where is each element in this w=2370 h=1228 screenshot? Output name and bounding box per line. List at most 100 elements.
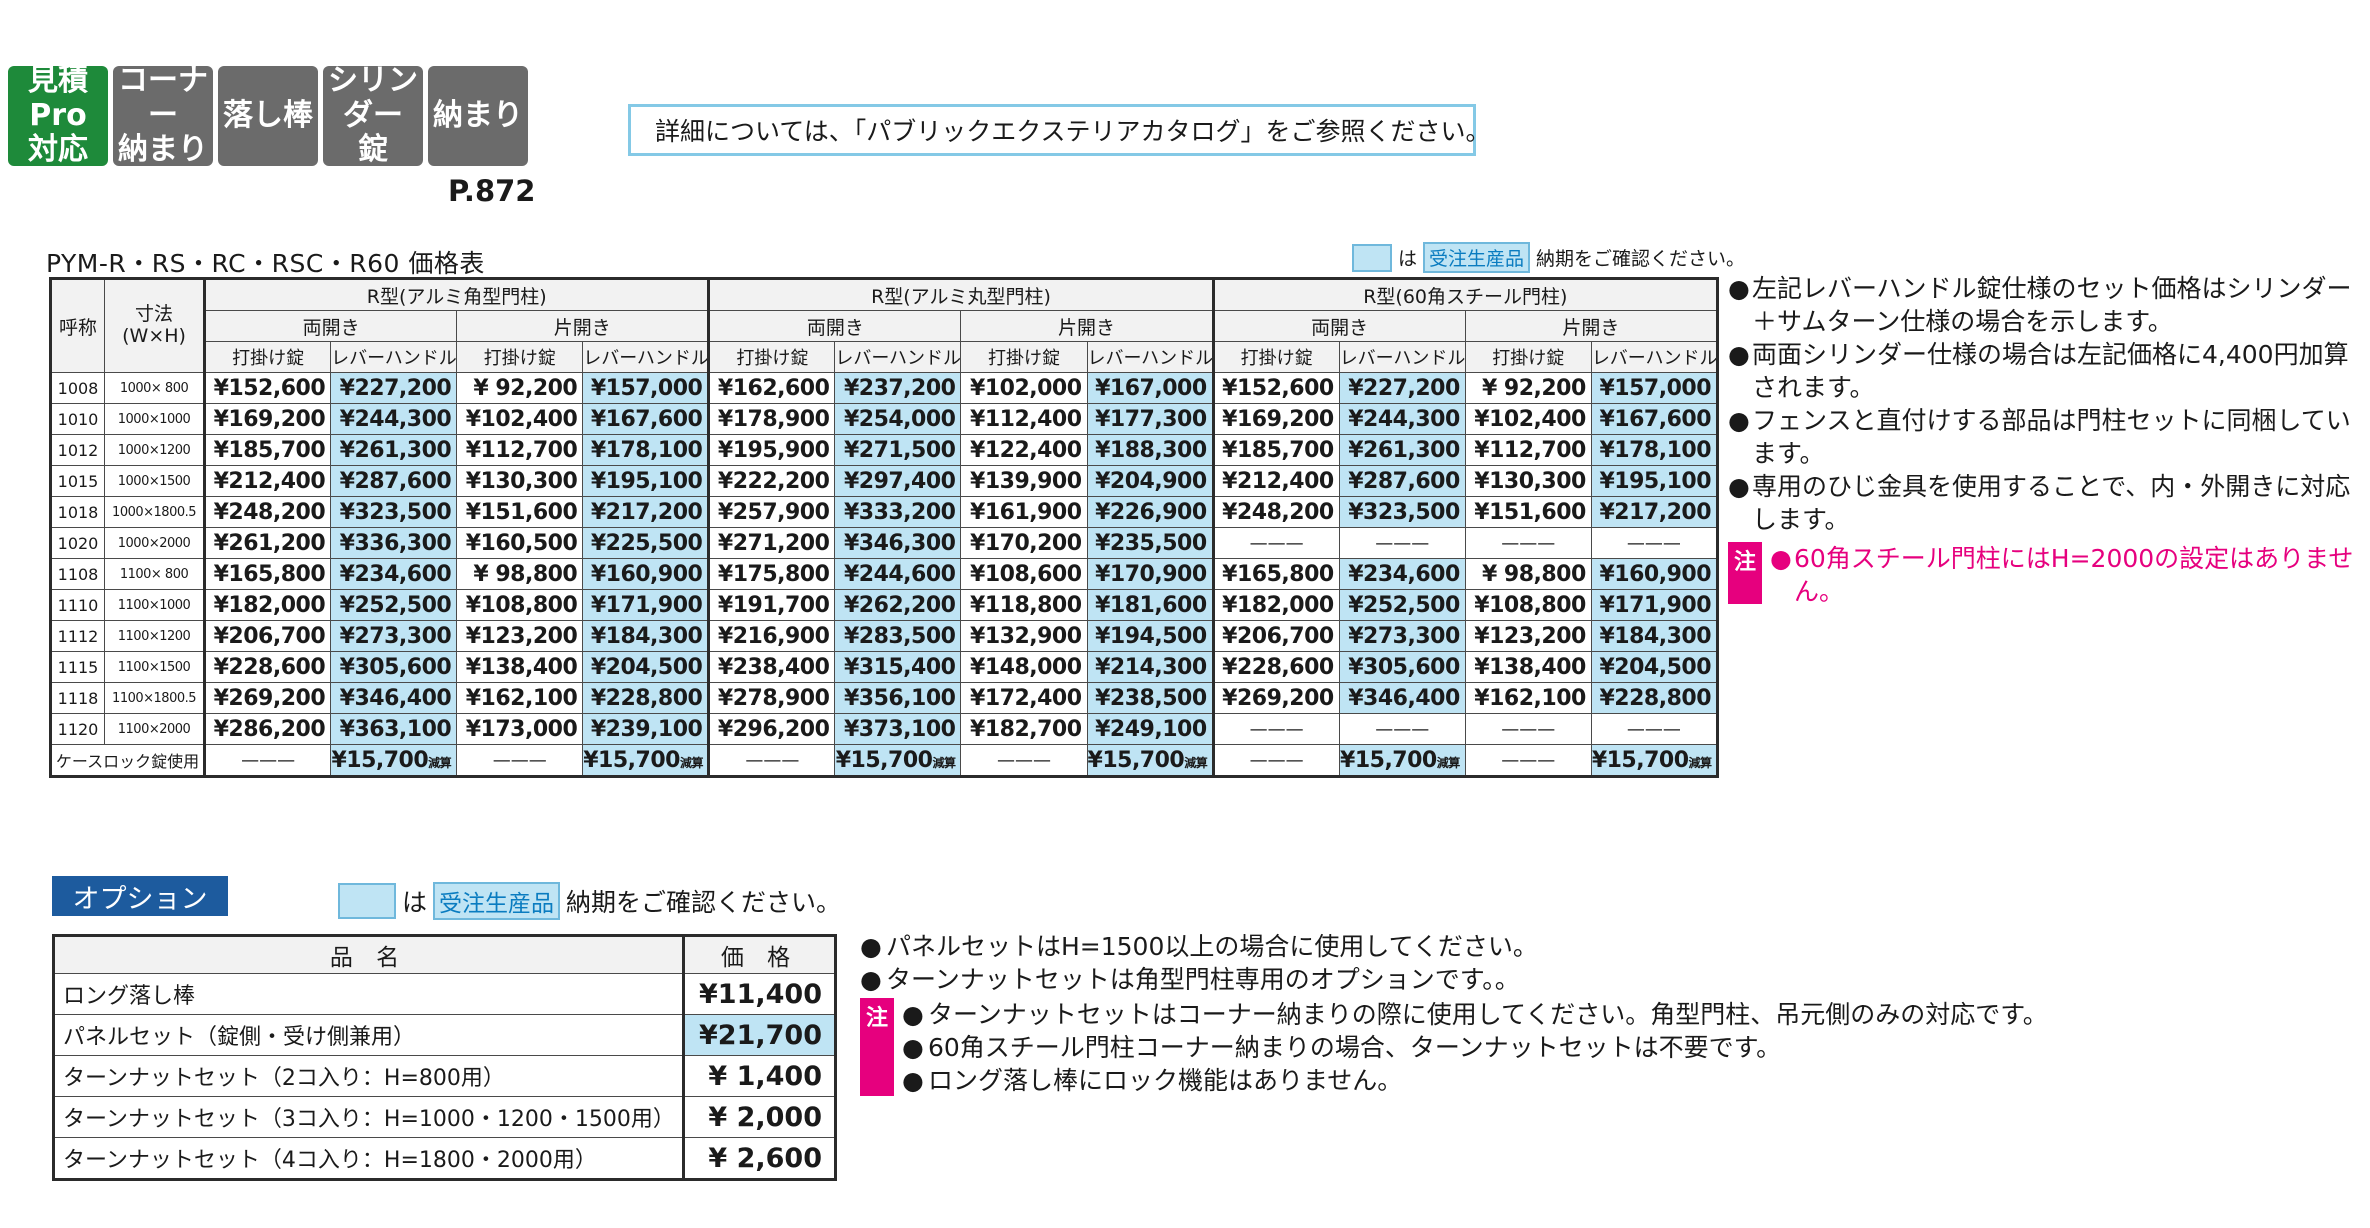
row-code: 1120 (49, 713, 106, 745)
case-lock-amount-value: ¥15,700 (331, 747, 429, 773)
row-size: 1000×1200 (104, 434, 206, 466)
price-cell: ¥102,400 (456, 403, 584, 435)
badge-cylinder-lock: シリンダー 錠 (323, 64, 423, 167)
price-cell: ¥195,900 (707, 434, 836, 466)
caution-item: ● ターンナットセットはコーナー納まりの際に使用してください。角型門柱、吊元側のみ… (902, 1000, 2048, 1029)
options-header-price: 価 格 (682, 935, 836, 974)
price-row: 1015 1000×1500 ¥212,400 ¥287,600 ¥130,300 ¥19… (49, 465, 1719, 497)
price-cell: ¥182,700 (960, 713, 1088, 745)
row-size: 1000×1800.5 (104, 496, 206, 528)
price-cell: ¥162,600 (707, 372, 836, 404)
price-cell: ¥160,500 (456, 527, 584, 559)
price-cell: ¥108,800 (456, 589, 584, 621)
price-cell: ¥346,300 (834, 527, 962, 559)
page-reference: P.872 (448, 174, 536, 208)
price-cell: ¥305,600 (1338, 651, 1466, 683)
made-to-order-swatch (338, 883, 396, 919)
price-cell: ¥102,400 (1464, 403, 1592, 435)
price-cell: ¥139,900 (960, 465, 1088, 497)
price-cell: ¥237,200 (834, 372, 962, 404)
price-cell: ¥296,200 (707, 713, 836, 745)
header-size: 寸法 (W×H) (104, 278, 206, 373)
price-cell: ¥138,400 (1464, 651, 1592, 683)
row-size: 1100× 800 (104, 558, 206, 590)
price-cell: ¥323,500 (1338, 496, 1466, 528)
price-cell: ¥315,400 (834, 651, 962, 683)
case-lock-amount-suffix: 減算 (1688, 755, 1713, 770)
caution-note: 注 ● 60角スチール門柱にはH=2000の設定はありません。 (1728, 542, 2360, 608)
price-cell: ¥178,100 (1590, 434, 1719, 466)
options-legend: は 受注生産品 納期をご確認ください。 (338, 882, 841, 920)
price-cell: ¥227,200 (1338, 372, 1466, 404)
price-cell: ¥234,600 (1338, 558, 1466, 590)
case-lock-amount-suffix: 減算 (679, 755, 704, 770)
case-lock-amount-suffix: 減算 (932, 755, 956, 770)
price-cell: ——— (1590, 527, 1719, 559)
price-cell: ——— (1464, 527, 1592, 559)
price-cell: ¥169,200 (203, 403, 332, 435)
price-cell: ¥228,800 (582, 682, 710, 714)
price-cell: ¥228,600 (203, 651, 332, 683)
price-cell: ¥273,300 (330, 620, 458, 652)
note-item: ● ターンナットセットは角型門柱専用のオプションです。。 (860, 965, 1520, 994)
case-lock-amount: ¥15,700減算 (1338, 744, 1466, 777)
price-cell: ¥305,600 (330, 651, 458, 683)
price-cell: ¥262,200 (834, 589, 962, 621)
price-cell: ¥ 98,800 (456, 558, 584, 590)
case-lock-amount-value: ¥15,700 (1340, 747, 1437, 773)
price-cell: ¥182,000 (203, 589, 332, 621)
price-cell: ¥173,000 (456, 713, 584, 745)
price-cell: ¥ 92,200 (456, 372, 584, 404)
price-row: 1110 1100×1000 ¥182,000 ¥252,500 ¥108,800 ¥17… (49, 589, 1719, 621)
price-cell: ¥112,700 (1464, 434, 1592, 466)
note-item: ● 左記レバーハンドル錠仕様のセット価格はシリンダー＋サムターン仕様の場合を示しま… (1728, 274, 2352, 336)
price-cell: ¥130,300 (1464, 465, 1592, 497)
options-header-name: 品 名 (53, 935, 684, 974)
price-cell: ¥177,300 (1086, 403, 1214, 435)
price-cell: ¥346,400 (1338, 682, 1466, 714)
price-cell: ¥123,200 (1464, 620, 1592, 652)
price-cell: ¥286,200 (203, 713, 332, 745)
price-cell: ¥248,200 (1211, 496, 1340, 528)
price-cell: ¥261,300 (1338, 434, 1466, 466)
badge-drop-bolt: 落し棒 (218, 66, 318, 166)
right-notes: ● 左記レバーハンドル錠仕様のセット価格はシリンダー＋サムターン仕様の場合を示しま… (1728, 272, 2360, 608)
legend-tag: 受注生産品 (433, 882, 561, 920)
row-size: 1000× 800 (104, 372, 206, 404)
caution-label: 注 (860, 998, 894, 1096)
price-row: 1112 1100×1200 ¥206,700 ¥273,300 ¥123,200 ¥18… (49, 620, 1719, 652)
option-name: パネルセット（錠側・受け側兼用） (53, 1014, 684, 1056)
price-cell: ¥273,300 (1338, 620, 1466, 652)
header-group-round: R型(アルミ丸型門柱) (707, 278, 1214, 311)
price-cell: ¥195,100 (582, 465, 710, 497)
price-cell: ¥148,000 (960, 651, 1088, 683)
case-lock-amount-value: ¥15,700 (1591, 747, 1689, 773)
made-to-order-legend: は 受注生産品 納期をご確認ください。 (1352, 242, 1745, 273)
header-latch-lock: 打掛け錠 (960, 341, 1088, 373)
case-lock-dash: ——— (456, 744, 584, 777)
price-cell: ¥248,200 (203, 496, 332, 528)
price-cell: ¥234,600 (330, 558, 458, 590)
price-row: 1020 1000×2000 ¥261,200 ¥336,300 ¥160,500 ¥22… (49, 527, 1719, 559)
caution-item: ● 60角スチール門柱コーナー納まりの場合、ターンナットセットは不要です。 (902, 1033, 1782, 1062)
case-lock-amount: ¥15,700減算 (1086, 744, 1214, 777)
case-lock-amount-suffix: 減算 (428, 755, 452, 770)
made-to-order-swatch (1352, 243, 1392, 272)
price-cell: ¥278,900 (707, 682, 836, 714)
price-cell: ¥363,100 (330, 713, 458, 745)
price-cell: ¥336,300 (330, 527, 458, 559)
option-price: ¥ 2,000 (682, 1096, 836, 1138)
price-cell: ¥ 98,800 (1464, 558, 1592, 590)
price-cell: ¥271,500 (834, 434, 962, 466)
case-lock-dash: ——— (960, 744, 1088, 777)
header-double-swing: 両開き (707, 310, 962, 342)
price-cell: ¥130,300 (456, 465, 584, 497)
price-cell: ¥138,400 (456, 651, 584, 683)
legend-prefix: は (402, 888, 428, 917)
caution-text: ● 60角スチール門柱にはH=2000の設定はありません。 (1770, 544, 2354, 606)
price-cell: ¥167,000 (1086, 372, 1214, 404)
price-row: 1018 1000×1800.5 ¥248,200 ¥323,500 ¥151,600 ¥… (49, 496, 1719, 528)
note-item: ● フェンスと直付けする部品は門柱セットに同梱しています。 (1728, 406, 2351, 468)
row-code: 1020 (49, 527, 106, 559)
price-cell: ¥178,100 (582, 434, 710, 466)
